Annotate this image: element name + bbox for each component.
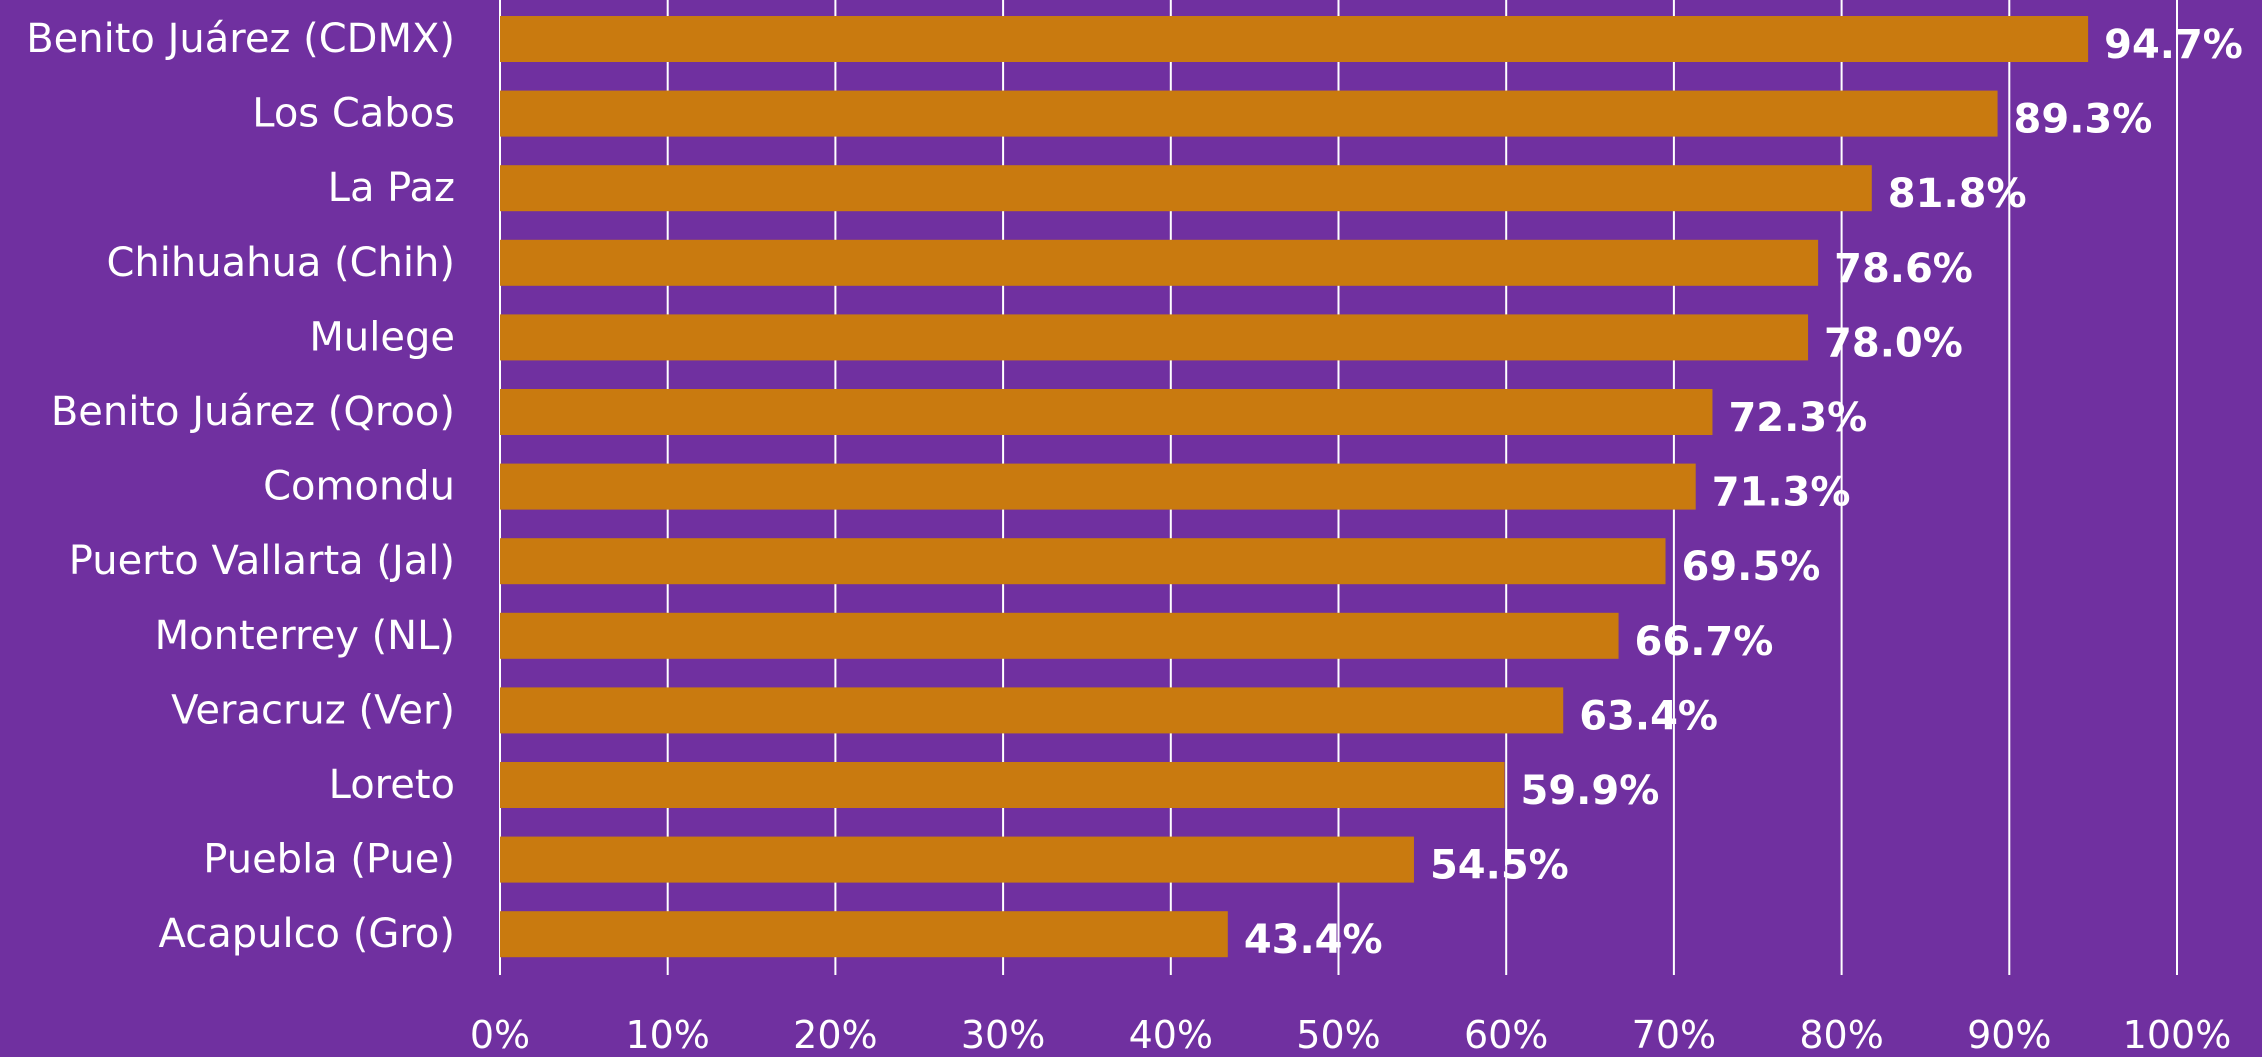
x-tick-label: 70% xyxy=(1632,1013,1716,1057)
bar xyxy=(500,239,1819,286)
value-label: 59.9% xyxy=(1521,768,1660,814)
category-label: Los Cabos xyxy=(252,91,455,137)
bar xyxy=(500,389,1713,435)
category-label: Monterrey (NL) xyxy=(155,613,455,659)
x-tick-label: 10% xyxy=(625,1013,709,1057)
bar xyxy=(500,612,1619,659)
bar xyxy=(500,16,2089,62)
value-label: 78.0% xyxy=(1824,320,1963,366)
value-label: 43.4% xyxy=(1244,917,1383,963)
category-label: Chihuahua (Chih) xyxy=(107,240,456,286)
bar xyxy=(500,90,1998,137)
category-label: Loreto xyxy=(329,762,455,808)
value-label: 63.4% xyxy=(1579,693,1718,739)
value-label: 71.3% xyxy=(1712,470,1851,516)
x-tick-label: 50% xyxy=(1296,1013,1380,1057)
x-tick-label: 100% xyxy=(2123,1013,2232,1057)
category-label: Benito Juárez (CDMX) xyxy=(26,16,455,62)
x-tick-label: 0% xyxy=(470,1013,530,1057)
x-tick-label: 40% xyxy=(1129,1013,1213,1057)
category-label: La Paz xyxy=(328,165,455,211)
x-tick-label: 30% xyxy=(961,1013,1045,1057)
value-label: 69.5% xyxy=(1682,544,1821,590)
bar xyxy=(500,687,1564,734)
x-axis-tick-labels: 0% 10% 20% 30% 40% 50% 60% 70% 80% 90% 100% xyxy=(470,1013,2231,1057)
bar xyxy=(500,314,1809,361)
category-label: Comondu xyxy=(263,464,455,510)
value-label: 66.7% xyxy=(1635,619,1774,665)
value-label: 72.3% xyxy=(1728,395,1867,441)
value-label: 81.8% xyxy=(1888,171,2027,217)
bar xyxy=(500,463,1696,510)
bar xyxy=(500,538,1666,585)
bars xyxy=(500,16,2089,958)
category-label: Benito Juárez (Qroo) xyxy=(51,389,455,435)
category-label: Mulege xyxy=(309,314,455,360)
bar xyxy=(500,836,1414,883)
x-tick-label: 80% xyxy=(1799,1013,1883,1057)
x-tick-label: 60% xyxy=(1464,1013,1548,1057)
category-labels: Benito Juárez (CDMX) Los Cabos La Paz Chihu… xyxy=(26,16,455,957)
bar xyxy=(500,165,1872,212)
category-label: Puebla (Pue) xyxy=(203,837,455,883)
x-tick-label: 90% xyxy=(1967,1013,2051,1057)
value-labels: 94.7% 89.3% 81.8% 78.6% 78.0% 72.3% 71.3% 69.5%… xyxy=(1244,22,2243,963)
bar xyxy=(500,911,1228,958)
category-label: Veracruz (Ver) xyxy=(171,687,455,733)
value-label: 94.7% xyxy=(2104,22,2243,68)
bar xyxy=(500,762,1505,808)
category-label: Puerto Vallarta (Jal) xyxy=(69,538,455,584)
value-label: 89.3% xyxy=(2014,97,2153,143)
x-tick-label: 20% xyxy=(793,1013,877,1057)
value-label: 54.5% xyxy=(1430,843,1569,889)
value-label: 78.6% xyxy=(1834,246,1973,292)
category-label: Acapulco (Gro) xyxy=(159,911,455,957)
